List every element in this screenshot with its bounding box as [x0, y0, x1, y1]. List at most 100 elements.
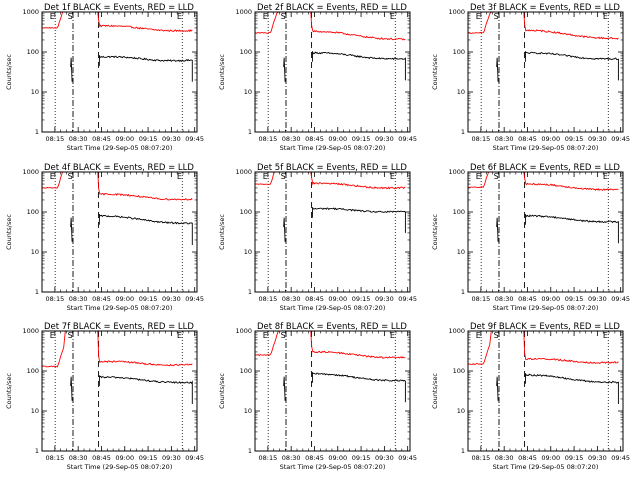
y-tick-label: 1000 [235, 327, 252, 335]
x-tick-label: 09:15 [139, 454, 158, 462]
events-series-line [311, 207, 406, 233]
y-tick-label: 100 [240, 48, 252, 56]
y-axis-label: Counts/sec [218, 214, 226, 250]
plot-frame [254, 171, 411, 293]
y-axis-label: Counts/sec [431, 373, 439, 409]
marker-label: E [263, 331, 268, 340]
marker-label: E [263, 172, 268, 181]
panel-title: Det 3f BLACK = Events, RED = LLD [470, 3, 620, 13]
x-tick-label: 08:15 [258, 295, 277, 303]
panel-title: Det 9f BLACK = Events, RED = LLD [470, 322, 620, 332]
x-axis-label: Start Time (29-Sep-05 08:07:20) [493, 144, 599, 152]
lld-series-line [41, 171, 193, 201]
x-tick-label: 09:30 [162, 135, 181, 143]
y-tick-label: 10 [31, 407, 39, 415]
y-tick-label: 10 [244, 407, 252, 415]
y-tick-label: 10 [244, 248, 252, 256]
marker-label: S [494, 331, 499, 340]
events-series-line [524, 214, 619, 244]
lld-series-line [467, 171, 619, 191]
events-series-line [524, 51, 619, 81]
x-tick-label: 09:45 [398, 454, 417, 462]
x-axis-label: Start Time (29-Sep-05 08:07:20) [280, 304, 386, 312]
x-axis-label: Start Time (29-Sep-05 08:07:20) [493, 304, 599, 312]
x-tick-label: 09:30 [588, 135, 607, 143]
events-series-line [524, 373, 619, 404]
events-series-line [311, 372, 406, 403]
x-tick-label: 09:45 [398, 135, 417, 143]
x-tick-label: 08:30 [282, 454, 301, 462]
y-axis-label: Counts/sec [5, 214, 13, 250]
y-tick-label: 1000 [235, 8, 252, 16]
marker-label: S [494, 172, 499, 181]
y-axis-label: Counts/sec [218, 54, 226, 90]
x-axis-label: Start Time (29-Sep-05 08:07:20) [280, 463, 386, 471]
x-tick-label: 09:30 [375, 135, 394, 143]
y-tick-label: 10 [457, 407, 465, 415]
y-tick-label: 10 [244, 88, 252, 96]
plot-frame [467, 330, 624, 452]
x-tick-label: 08:30 [495, 454, 514, 462]
marker-label: E [603, 172, 608, 181]
y-tick-label: 1000 [448, 327, 465, 335]
lld-series-line [254, 330, 406, 359]
panel-title: Det 6f BLACK = Events, RED = LLD [470, 163, 620, 173]
panel-9: Det 9f BLACK = Events, RED = LLD Counts/s… [431, 322, 630, 471]
x-tick-label: 09:30 [162, 454, 181, 462]
x-tick-label: 09:45 [611, 454, 630, 462]
events-spike-line [496, 217, 499, 242]
y-tick-label: 1000 [22, 327, 39, 335]
x-tick-label: 09:30 [375, 454, 394, 462]
plot-frame [254, 11, 411, 133]
x-tick-label: 09:45 [398, 295, 417, 303]
x-tick-label: 08:15 [471, 135, 490, 143]
x-tick-label: 09:45 [185, 295, 204, 303]
panel-7: Det 7f BLACK = Events, RED = LLD Counts/s… [5, 322, 204, 471]
marker-label: E [476, 331, 481, 340]
marker-label: E [263, 12, 268, 21]
x-tick-label: 09:00 [115, 454, 134, 462]
marker-label: E [50, 12, 55, 21]
panel-1: Det 1f BLACK = Events, RED = LLD Counts/s… [5, 3, 204, 152]
lld-series-line [41, 330, 193, 368]
panel-title: Det 8f BLACK = Events, RED = LLD [257, 322, 407, 332]
x-tick-label: 08:45 [305, 295, 324, 303]
lld-series-line [41, 11, 193, 33]
marker-label: E [603, 331, 608, 340]
x-tick-label: 08:45 [92, 295, 111, 303]
x-tick-label: 08:45 [518, 295, 537, 303]
events-series-line [311, 51, 406, 81]
y-tick-label: 100 [453, 48, 465, 56]
y-tick-label: 1 [248, 128, 252, 136]
y-tick-label: 100 [240, 367, 252, 375]
x-tick-label: 09:00 [115, 135, 134, 143]
x-tick-label: 09:00 [541, 295, 560, 303]
x-tick-label: 09:15 [139, 135, 158, 143]
x-axis-label: Start Time (29-Sep-05 08:07:20) [67, 304, 173, 312]
plot-frame [254, 330, 411, 452]
marker-label: S [281, 331, 286, 340]
y-tick-label: 100 [27, 48, 39, 56]
x-axis-label: Start Time (29-Sep-05 08:07:20) [67, 463, 173, 471]
x-tick-label: 09:30 [375, 295, 394, 303]
x-axis-label: Start Time (29-Sep-05 08:07:20) [493, 463, 599, 471]
events-spike-line [70, 376, 73, 401]
marker-label: E [390, 172, 395, 181]
x-tick-label: 08:30 [282, 135, 301, 143]
x-tick-label: 09:15 [565, 135, 584, 143]
x-axis-label: Start Time (29-Sep-05 08:07:20) [67, 144, 173, 152]
x-tick-label: 08:15 [258, 454, 277, 462]
y-tick-label: 1 [35, 447, 39, 455]
events-spike-line [283, 376, 286, 401]
y-tick-label: 10 [31, 88, 39, 96]
plot-frame [467, 171, 624, 293]
y-axis-label: Counts/sec [5, 54, 13, 90]
x-tick-label: 09:30 [162, 295, 181, 303]
y-tick-label: 1 [35, 128, 39, 136]
x-tick-label: 09:15 [565, 454, 584, 462]
y-axis-label: Counts/sec [5, 373, 13, 409]
y-tick-label: 100 [453, 208, 465, 216]
y-tick-label: 1000 [22, 168, 39, 176]
x-tick-label: 08:15 [471, 295, 490, 303]
